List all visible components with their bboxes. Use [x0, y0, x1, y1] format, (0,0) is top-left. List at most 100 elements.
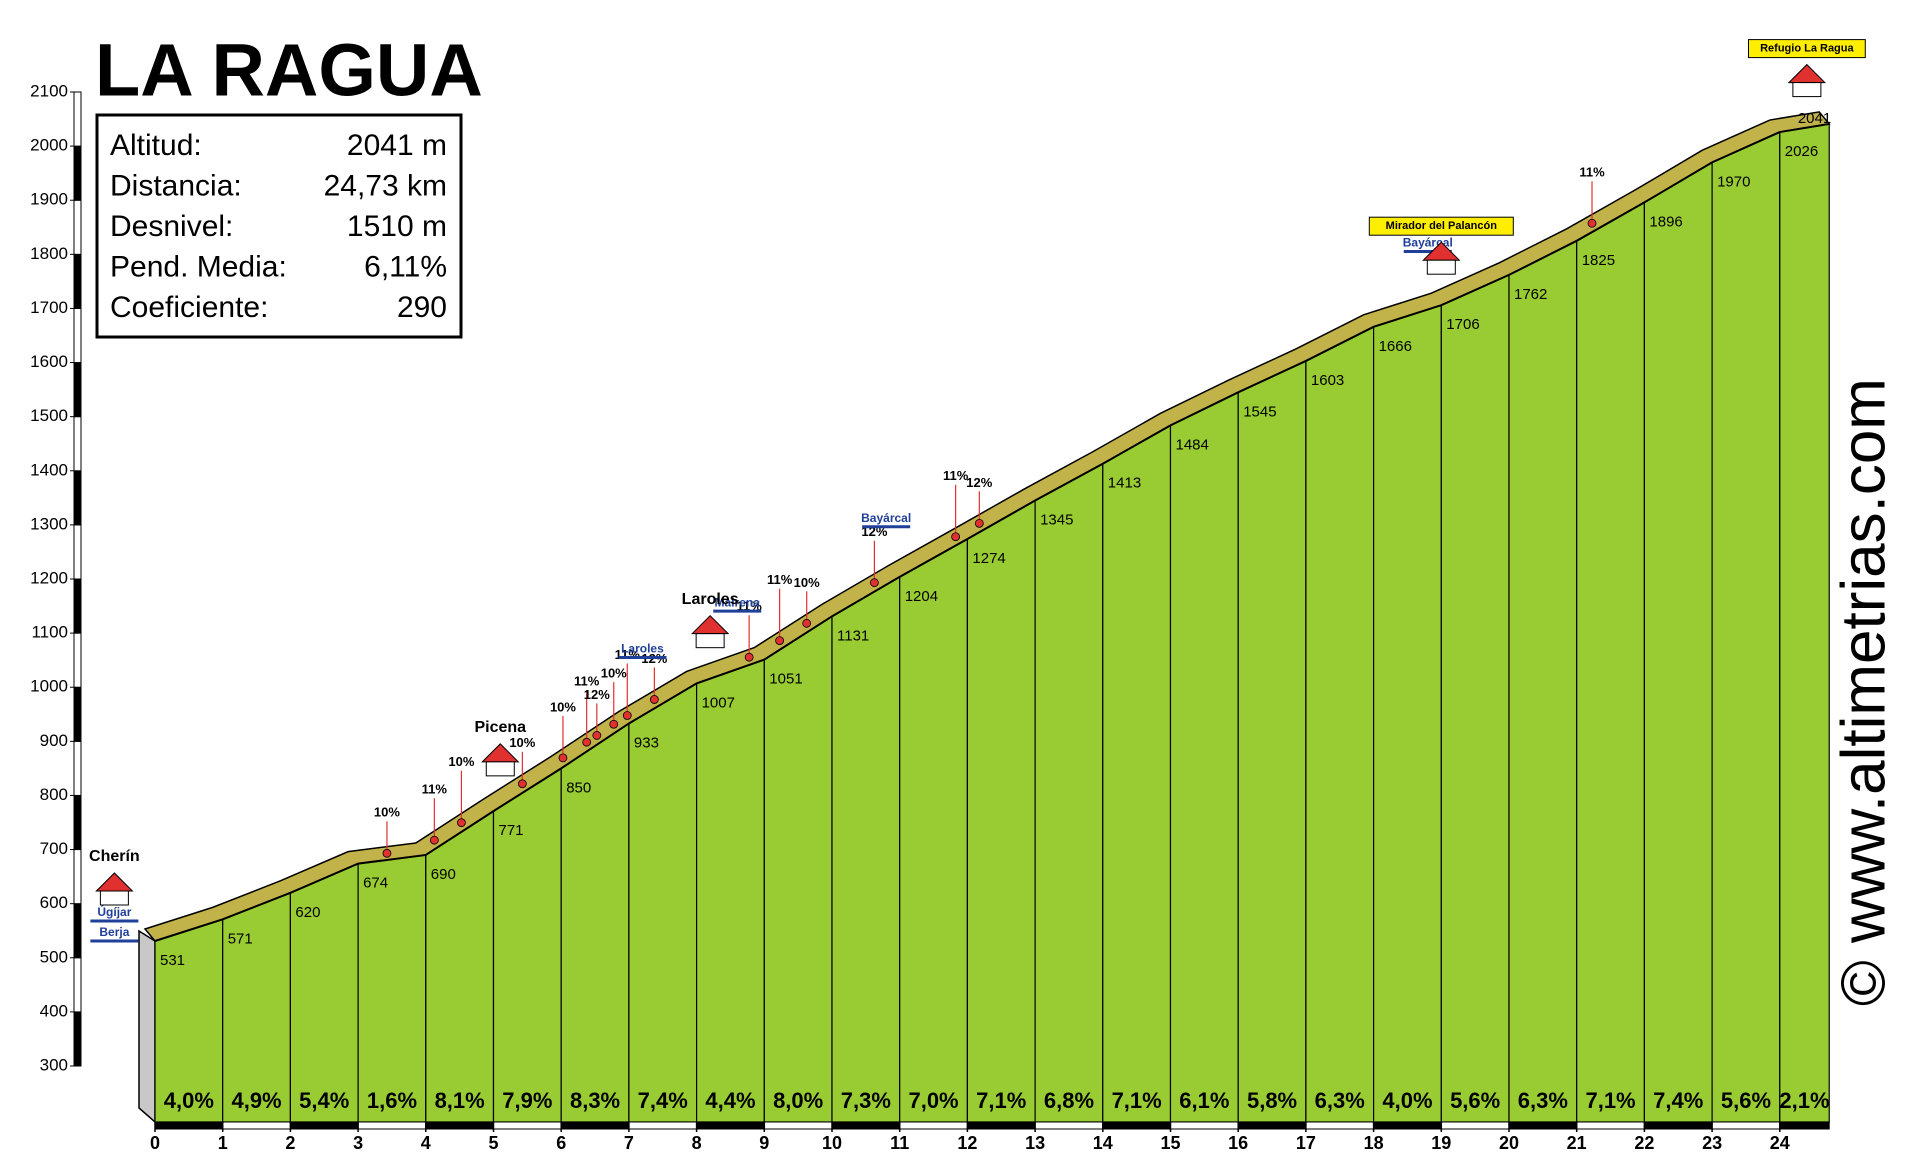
- elevation-label: 690: [431, 866, 456, 883]
- peak-dot: [869, 578, 879, 588]
- elevation-label: 771: [499, 822, 524, 839]
- elevation-label: 933: [634, 734, 659, 751]
- segment: [1711, 131, 1781, 1123]
- road-label: Mairena: [715, 595, 761, 609]
- place-box: [1368, 216, 1514, 236]
- y-axis-band: [73, 794, 82, 851]
- x-band: [763, 1121, 833, 1130]
- elevation-label: 2026: [1785, 143, 1818, 160]
- place-label: Mirador del Palancón: [1386, 220, 1498, 232]
- segment: [357, 854, 427, 1123]
- segment-label: 1,6%: [367, 1088, 417, 1113]
- house: [690, 614, 730, 635]
- segment: [831, 575, 901, 1123]
- elevation-label: 1762: [1514, 286, 1547, 303]
- segment: [289, 862, 359, 1123]
- segment-label: 4,0%: [1382, 1088, 1432, 1113]
- x-band: [696, 1121, 765, 1130]
- segment-label: 2,1%: [1779, 1088, 1829, 1113]
- segment-label: 7,1%: [1585, 1088, 1635, 1113]
- y-tick-label: 1700: [30, 298, 68, 317]
- x-band: [899, 1121, 968, 1130]
- info-value: 290: [397, 291, 447, 324]
- peak-dot: [951, 532, 961, 542]
- y-tick-label: 2100: [30, 81, 68, 100]
- y-tick-label: 300: [40, 1055, 68, 1074]
- peak-label: 11%: [422, 782, 448, 797]
- x-band: [154, 1121, 224, 1130]
- x-tick-label: 3: [353, 1133, 363, 1153]
- peak-dot: [582, 737, 592, 747]
- y-axis-band: [73, 578, 82, 634]
- x-tick-label: 17: [1296, 1133, 1316, 1153]
- x-tick-label: 24: [1770, 1133, 1790, 1153]
- segment: [1576, 201, 1646, 1123]
- y-axis-band: [73, 957, 82, 1013]
- y-tick-label: 600: [40, 893, 68, 912]
- elevation-label: 674: [363, 875, 388, 892]
- peak-label: 11%: [1579, 165, 1605, 180]
- segment: [1440, 273, 1510, 1123]
- x-tick-label: 1: [218, 1133, 228, 1153]
- segment: [1237, 359, 1307, 1123]
- info-box: [95, 113, 463, 339]
- x-band: [1373, 1121, 1442, 1130]
- y-axis-band: [73, 362, 82, 418]
- segment: [763, 615, 833, 1123]
- x-tick-label: 19: [1431, 1133, 1451, 1153]
- segment: [1169, 391, 1239, 1123]
- elevation-label: 850: [566, 779, 591, 796]
- house: [485, 761, 515, 777]
- x-tick-label: 20: [1499, 1133, 1519, 1153]
- segment-label: 7,9%: [502, 1088, 552, 1113]
- peak-dot: [649, 695, 659, 704]
- x-band: [831, 1121, 901, 1130]
- x-band: [1170, 1121, 1239, 1130]
- info-label: Desnivel:: [110, 210, 233, 243]
- y-axis-band: [73, 470, 82, 526]
- peak-label: 10%: [374, 805, 400, 820]
- segment: [966, 499, 1036, 1123]
- x-tick-label: 13: [1025, 1133, 1045, 1153]
- elevation-label: 2041: [1798, 110, 1831, 127]
- info-value: 1510 m: [347, 210, 447, 243]
- peak-label: 10%: [550, 699, 576, 714]
- segment-label: 6,3%: [1315, 1088, 1365, 1113]
- segment-label: 7,4%: [638, 1088, 688, 1113]
- y-axis-band: [73, 199, 82, 255]
- y-tick-label: 1100: [31, 623, 68, 642]
- house: [95, 872, 134, 892]
- info-value: 2041 m: [347, 129, 447, 162]
- y-tick-label: 1000: [30, 677, 68, 696]
- segment-label: 7,1%: [976, 1088, 1026, 1113]
- y-tick-label: 900: [40, 731, 68, 750]
- elevation-label: 1970: [1717, 173, 1750, 190]
- y-tick-label: 1900: [30, 190, 68, 209]
- x-tick-label: 10: [822, 1133, 842, 1153]
- place-box: [1747, 39, 1866, 59]
- segment-label: 4,0%: [164, 1088, 214, 1113]
- y-axis-band: [73, 91, 82, 147]
- x-tick-label: 14: [1093, 1133, 1113, 1153]
- elevation-label: 620: [295, 904, 320, 921]
- place-label: Refugio La Ragua: [1760, 43, 1854, 55]
- segment-label: 4,4%: [705, 1088, 755, 1113]
- segment: [1643, 161, 1713, 1123]
- peak-dot: [744, 652, 754, 662]
- x-band: [1711, 1121, 1781, 1130]
- chart-title: LA RAGUA: [95, 29, 483, 112]
- profile-side: [138, 929, 156, 1124]
- segment: [1305, 325, 1375, 1123]
- x-band: [1779, 1121, 1830, 1130]
- x-band: [1576, 1121, 1645, 1130]
- info-label: Coeficiente:: [110, 291, 268, 324]
- peak-label: 10%: [448, 754, 474, 769]
- x-tick-label: 16: [1228, 1133, 1248, 1153]
- peak-dot: [558, 753, 568, 763]
- x-tick-label: 12: [957, 1133, 977, 1153]
- place-label: Cherín: [89, 848, 140, 865]
- y-axis-band: [73, 849, 82, 905]
- segment: [1779, 123, 1830, 1123]
- road-label: Bayárcal: [861, 511, 911, 525]
- y-tick-label: 1500: [30, 406, 68, 425]
